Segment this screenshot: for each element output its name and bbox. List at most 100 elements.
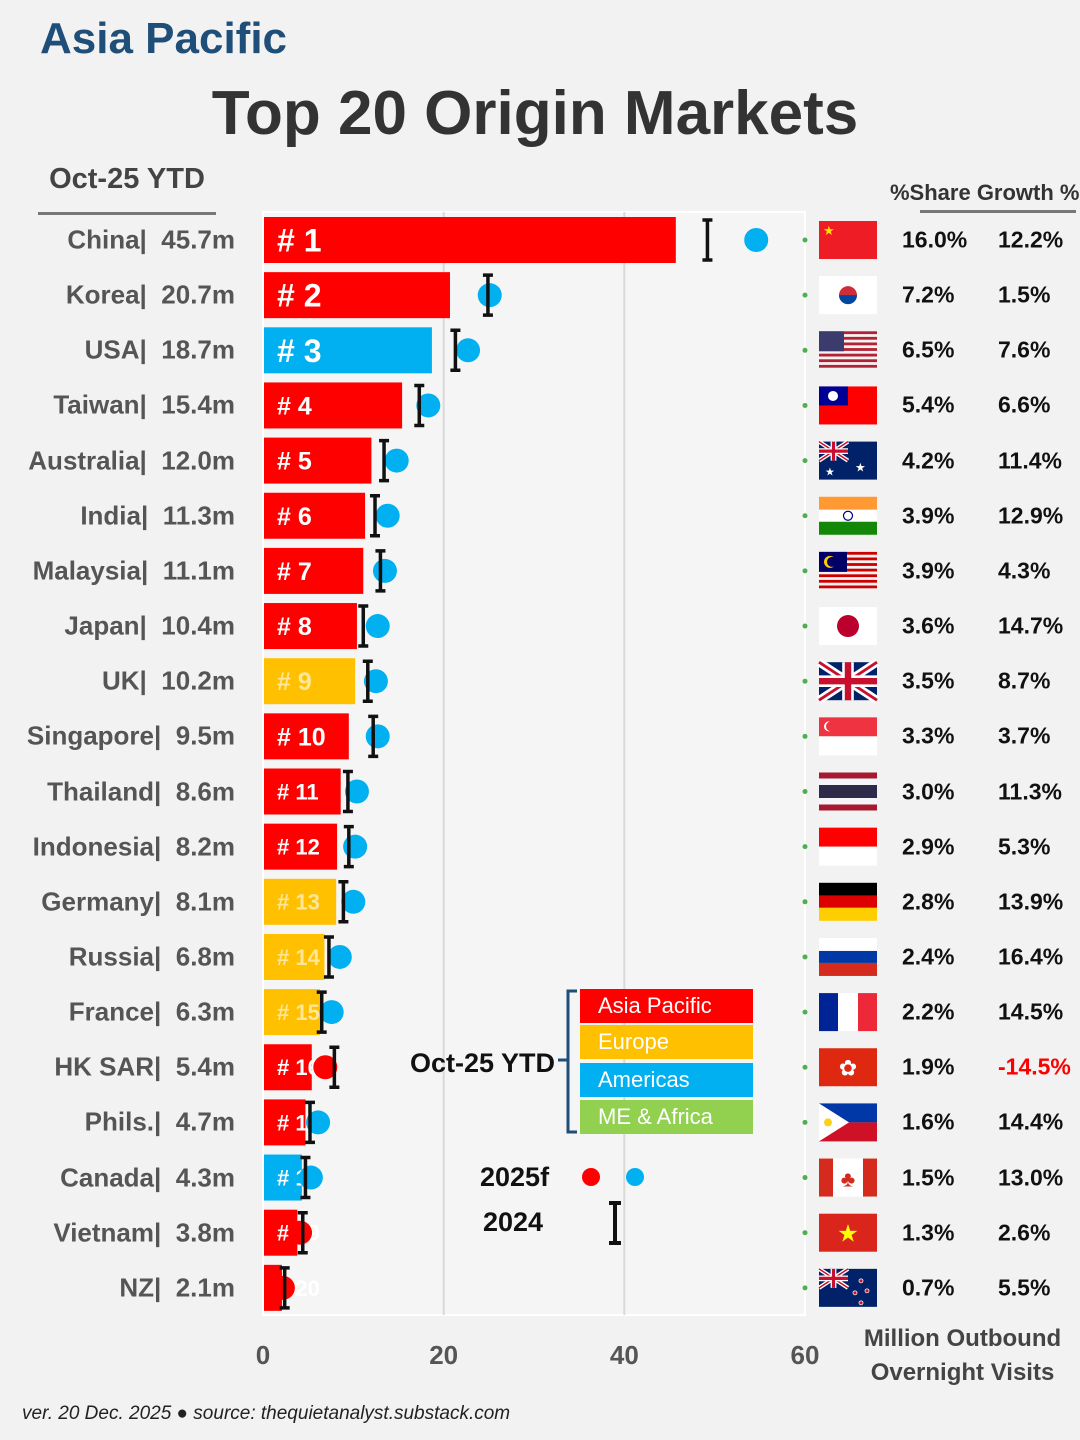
category-label: NZ| 2.1m [119,1272,235,1303]
rank-label: # 1 [277,223,321,259]
marker-2024 [362,659,373,703]
share-growth-header: %Share Growth % [890,180,1080,205]
marker-2024 [379,438,390,483]
share-value: 4.2% [902,447,955,474]
rank-label: # 2 [277,278,321,314]
rank-label: # 4 [277,392,312,420]
bar [264,989,320,1036]
bar [264,823,338,870]
category-label: HK SAR| 5.4m [54,1051,235,1082]
forecast-2025-dot [327,944,352,969]
row-dot [802,237,808,243]
category-label: Canada| 4.3m [60,1162,235,1193]
bar [264,272,450,319]
svg-text:♣: ♣ [841,1167,855,1192]
legend-me-africa: ME & Africa [580,1100,753,1134]
footer-source: ver. 20 Dec. 2025 ● source: thequietanal… [22,1403,511,1424]
forecast-2025-dot [319,1000,344,1025]
chart-title: Top 20 Origin Markets [211,79,859,148]
header-underline [920,210,1076,213]
unit-line-2: Overnight Visits [870,1359,1055,1386]
category-label: Phils.| 4.7m [84,1106,235,1137]
svg-text:★: ★ [855,461,866,475]
row-dot [802,568,808,574]
category-label: Taiwan| 15.4m [53,389,235,420]
legend-europe: Europe [580,1025,753,1059]
svg-text:★: ★ [825,467,835,479]
row-dot [802,1064,808,1070]
rank-label: # 11 [277,779,319,804]
legend-dot-red [582,1168,600,1186]
growth-value: 5.5% [998,1274,1051,1301]
growth-value: 2.6% [998,1219,1051,1246]
flag-id-icon [819,827,877,866]
x-tick-label: 40 [609,1340,639,1370]
legend-2024: 2024 [483,1207,544,1237]
category-label: Japan| 10.4m [64,610,235,641]
share-value: 5.4% [902,391,955,418]
category-label: Malaysia| 11.1m [32,555,235,586]
marker-2024 [338,880,349,924]
flag-fr-icon [819,993,877,1032]
category-label: India| 11.3m [80,500,235,531]
row-dot [802,402,808,408]
flag-in-icon [819,496,877,535]
growth-value: 1.5% [998,281,1051,308]
forecast-2025-dot [416,393,441,418]
forecast-2025-dot [270,1275,295,1300]
row-dot [802,513,808,519]
flag-ca-icon: ♣ [819,1158,877,1197]
flag-kr-icon [819,276,877,315]
share-value: 2.8% [902,888,955,915]
rank-label: # 10 [277,723,326,751]
marker-2024 [329,1045,340,1089]
growth-value: 6.6% [998,391,1051,418]
legend-asia-pacific: Asia Pacific [580,989,753,1023]
forecast-2025-dot [375,503,400,528]
marker-2024 [297,1210,308,1255]
period-label: Oct-25 YTD [38,163,216,215]
share-value: 1.9% [902,1053,955,1080]
svg-text:★: ★ [837,1221,859,1248]
flag-au-icon: ★★ [817,439,877,480]
bar [264,933,325,980]
rank-label: # 9 [277,668,312,696]
plot-area [262,211,806,1316]
category-label: Russia| 6.8m [68,941,235,972]
flag-us-icon [819,331,877,368]
flag-gb-icon [816,658,880,704]
category-label: USA| 18.7m [84,334,235,365]
marker-2024 [368,714,379,759]
bar [264,1044,312,1091]
flag-cn-icon: ★ [819,221,877,259]
growth-value: 13.0% [998,1164,1064,1191]
growth-value: -14.5% [998,1053,1071,1080]
rank-label: # 14 [277,945,321,970]
share-value: 3.5% [902,667,955,694]
row-dot [802,1230,808,1236]
legend-markers [582,1168,644,1245]
category-label: Indonesia| 8.2m [32,831,235,862]
legend-brace [558,989,577,1134]
growth-value: 13.9% [998,888,1064,915]
bar [264,382,403,429]
legend-2024-marker [609,1201,621,1245]
share-value: 2.4% [902,943,955,970]
marker-2024 [342,769,353,814]
bar [264,492,366,539]
category-label: Singapore| 9.5m [26,720,235,751]
marker-2024 [450,328,461,373]
marker-2024 [370,494,381,538]
growth-value: 12.9% [998,502,1064,529]
legend-period: Oct-25 YTD [410,1048,556,1078]
row-dot [802,292,808,298]
bar [264,768,341,815]
forecast-2025-dot [477,283,502,308]
category-label: China| 45.7m [67,224,235,255]
forecast-2025-dot [384,448,409,473]
flag-ru-icon [819,937,877,976]
marker-2024 [300,1155,311,1200]
forecast-2025-dot [288,1220,313,1245]
share-value: 2.9% [902,833,955,860]
bar [264,878,337,925]
